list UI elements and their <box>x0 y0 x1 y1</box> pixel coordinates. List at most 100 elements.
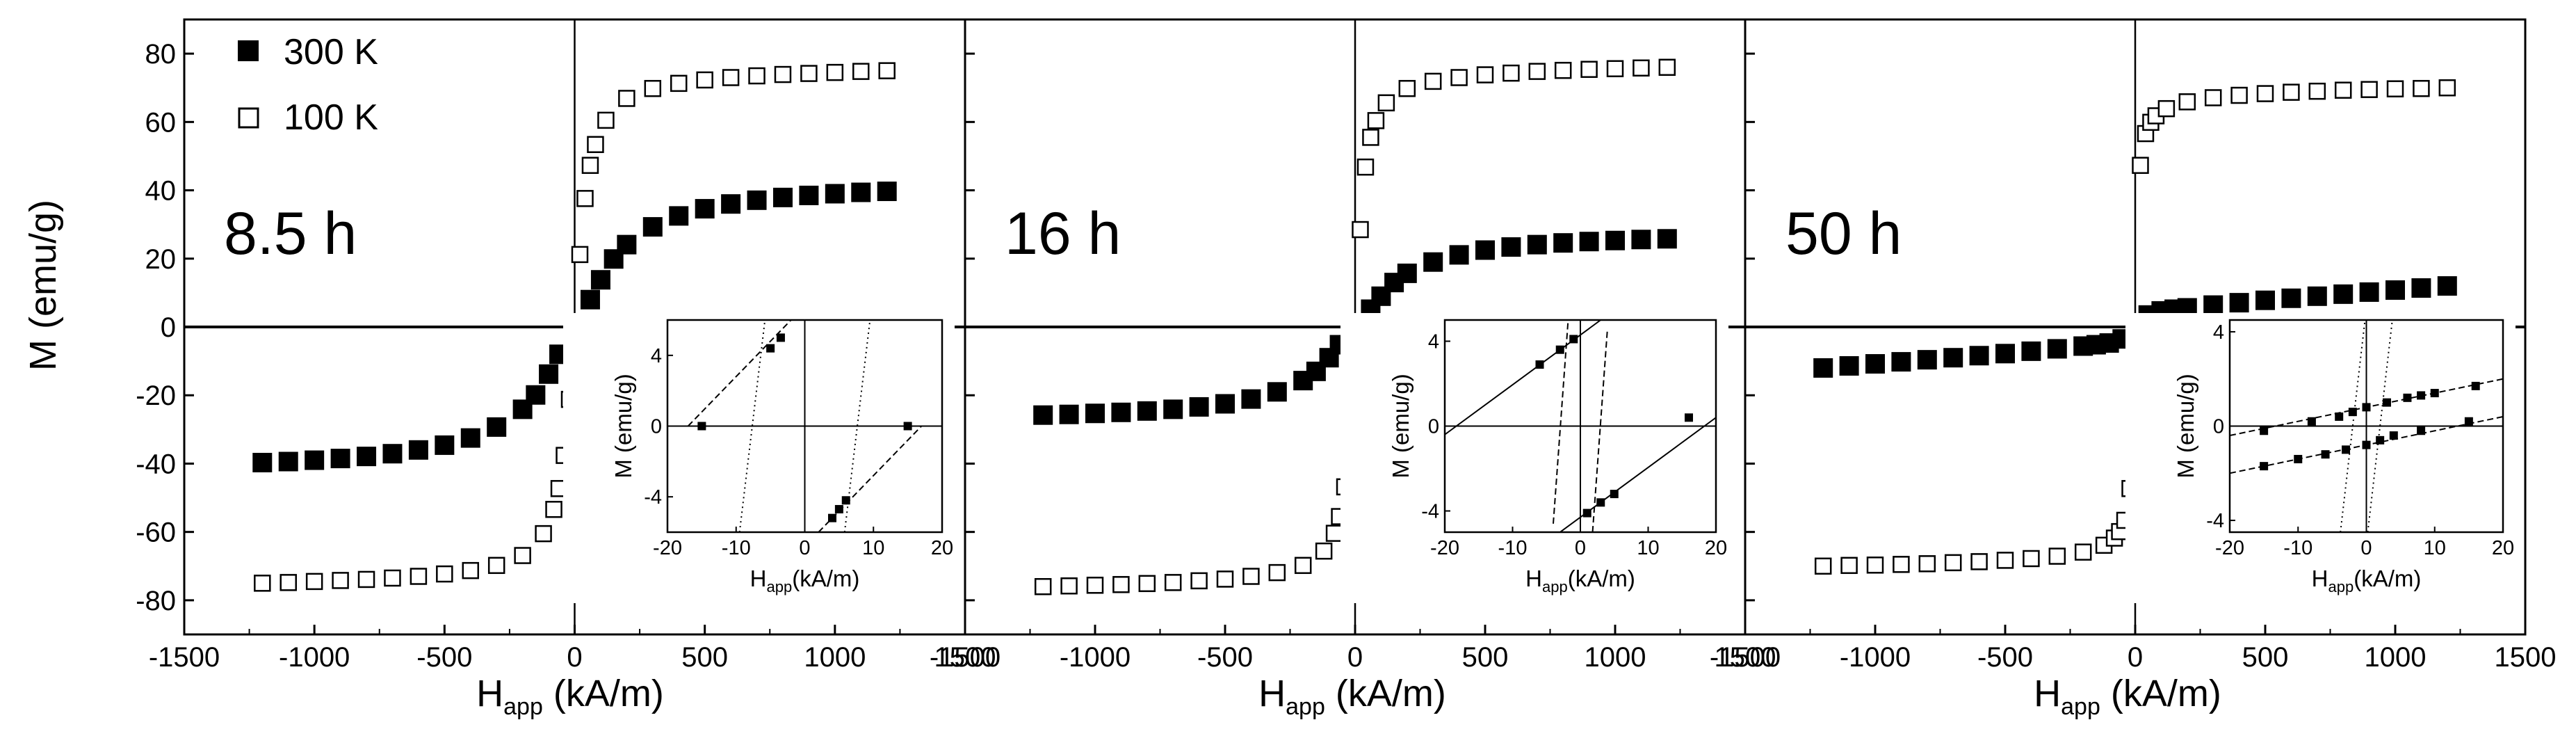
point-300k <box>2307 286 2327 306</box>
inset-2: -20 -10 0 10 20 4 0 -4 M (emu/g) Happ(kA/m) <box>1340 313 1728 603</box>
x-tick-label: -1000 <box>1060 642 1131 673</box>
x-tick-label: -1000 <box>279 642 350 673</box>
point-300k <box>799 185 819 205</box>
inset-x-tick-label: 0 <box>1575 537 1586 559</box>
point-100k <box>800 65 818 82</box>
inset-x-tick-label: 20 <box>2492 537 2514 559</box>
point-300k <box>1189 397 1209 417</box>
inset-y-tick-label: -4 <box>2206 510 2224 532</box>
point-300k <box>252 452 273 472</box>
panel-2: -1500 -1000 -500 0 500 1000 1500-20 -10 0 10 2040-… <box>930 18 1776 673</box>
point-100k <box>1970 553 1988 570</box>
point-300k <box>2411 278 2431 298</box>
point-100k <box>597 111 615 129</box>
legend: 300 K 100 K <box>238 32 378 138</box>
inset-y-tick-label: 4 <box>651 345 662 367</box>
point-100k <box>2360 81 2378 98</box>
point-100k <box>1866 557 1884 574</box>
inset-x-axis-title: Happ(kA/m) <box>2312 566 2422 595</box>
x-tick-label: 500 <box>2242 642 2289 673</box>
panel-label-2: 16 h <box>1005 200 1121 267</box>
inset-plot-area <box>667 320 942 532</box>
point-300k <box>1657 229 1677 249</box>
point-300k <box>2021 341 2041 361</box>
point-100k <box>2308 82 2326 100</box>
point-100k <box>357 570 375 589</box>
inset-x-tick-label: -20 <box>653 537 682 559</box>
point-300k <box>1085 403 1105 424</box>
point-300k <box>617 234 637 255</box>
point-100k <box>774 65 792 83</box>
inset-point-300k <box>1610 490 1619 499</box>
legend-label-300k: 300 K <box>284 32 378 72</box>
inset-point-300k <box>2471 381 2480 390</box>
point-100k <box>1424 72 1442 90</box>
point-300k <box>278 451 298 472</box>
panel-3: -1500 -1000 -500 0 500 1000 1500-20 -10 0 10 2040-… <box>1710 18 2557 673</box>
x-tick-label: 1000 <box>804 642 866 673</box>
point-300k <box>825 184 845 204</box>
inset-x-tick-label: 10 <box>2424 537 2446 559</box>
point-300k <box>2229 293 2249 313</box>
point-100k <box>852 63 870 80</box>
point-300k <box>695 199 715 219</box>
point-300k <box>1215 394 1235 414</box>
point-300k <box>382 444 403 464</box>
point-300k <box>877 182 897 202</box>
x-tick-label: 1500 <box>2495 642 2557 673</box>
inset-point-300k <box>2417 391 2426 400</box>
point-300k <box>2385 280 2405 300</box>
point-300k <box>357 447 377 467</box>
point-100k <box>1216 570 1234 588</box>
y-tick-label: -20 <box>136 381 176 411</box>
point-300k <box>642 217 663 237</box>
point-100k <box>1528 63 1546 80</box>
point-300k <box>539 364 559 384</box>
point-100k <box>384 569 401 587</box>
inset-point-300k <box>2362 403 2371 412</box>
inset-point-300k <box>2260 426 2269 435</box>
inset-point-300k <box>2321 450 2330 459</box>
point-100k <box>487 557 505 575</box>
point-300k <box>1059 404 1079 424</box>
y-axis-title: M (emu/g) <box>22 200 64 371</box>
point-300k <box>1527 234 1547 255</box>
point-100k <box>581 157 599 174</box>
point-300k <box>1449 245 1469 265</box>
inset-point-300k <box>2260 462 2269 471</box>
point-300k <box>487 417 507 437</box>
point-100k <box>722 69 740 86</box>
inset-plot-area <box>2230 320 2503 532</box>
inset-x-tick-label: 10 <box>1637 537 1659 559</box>
point-300k <box>526 385 546 405</box>
point-100k <box>696 71 713 89</box>
x-tick-label: -500 <box>416 642 472 673</box>
x-tick-label: -1500 <box>930 642 1001 673</box>
point-100k <box>1352 221 1369 239</box>
inset-point-300k <box>697 422 706 431</box>
point-100k <box>1398 79 1416 97</box>
inset-background <box>2125 313 2516 603</box>
point-300k <box>1111 402 1131 422</box>
inset-y-axis-title: M (emu/g) <box>2173 374 2198 478</box>
point-100k <box>1164 574 1182 591</box>
inset-point-300k <box>1582 509 1591 518</box>
x-tick-label: 0 <box>2128 642 2143 673</box>
point-300k <box>1579 232 1599 252</box>
inset-point-300k <box>2417 426 2426 435</box>
inset-loop-branch-300k <box>687 320 792 427</box>
point-300k <box>1423 252 1443 272</box>
inset-y-tick-label: 0 <box>651 416 662 438</box>
point-100k <box>1814 557 1832 575</box>
inset-x-tick-label: -10 <box>1498 537 1528 559</box>
point-300k <box>2203 295 2223 315</box>
point-300k <box>1033 405 1053 425</box>
inset-point-300k <box>2389 431 2398 440</box>
point-300k <box>1605 230 1625 250</box>
point-100k <box>2230 86 2248 104</box>
panel-label-1: 8.5 h <box>224 200 357 267</box>
inset-y-tick-label: -4 <box>1421 501 1439 523</box>
x-tick-label: -500 <box>1977 642 2033 673</box>
inset-background <box>563 313 955 603</box>
point-100k <box>618 90 635 107</box>
